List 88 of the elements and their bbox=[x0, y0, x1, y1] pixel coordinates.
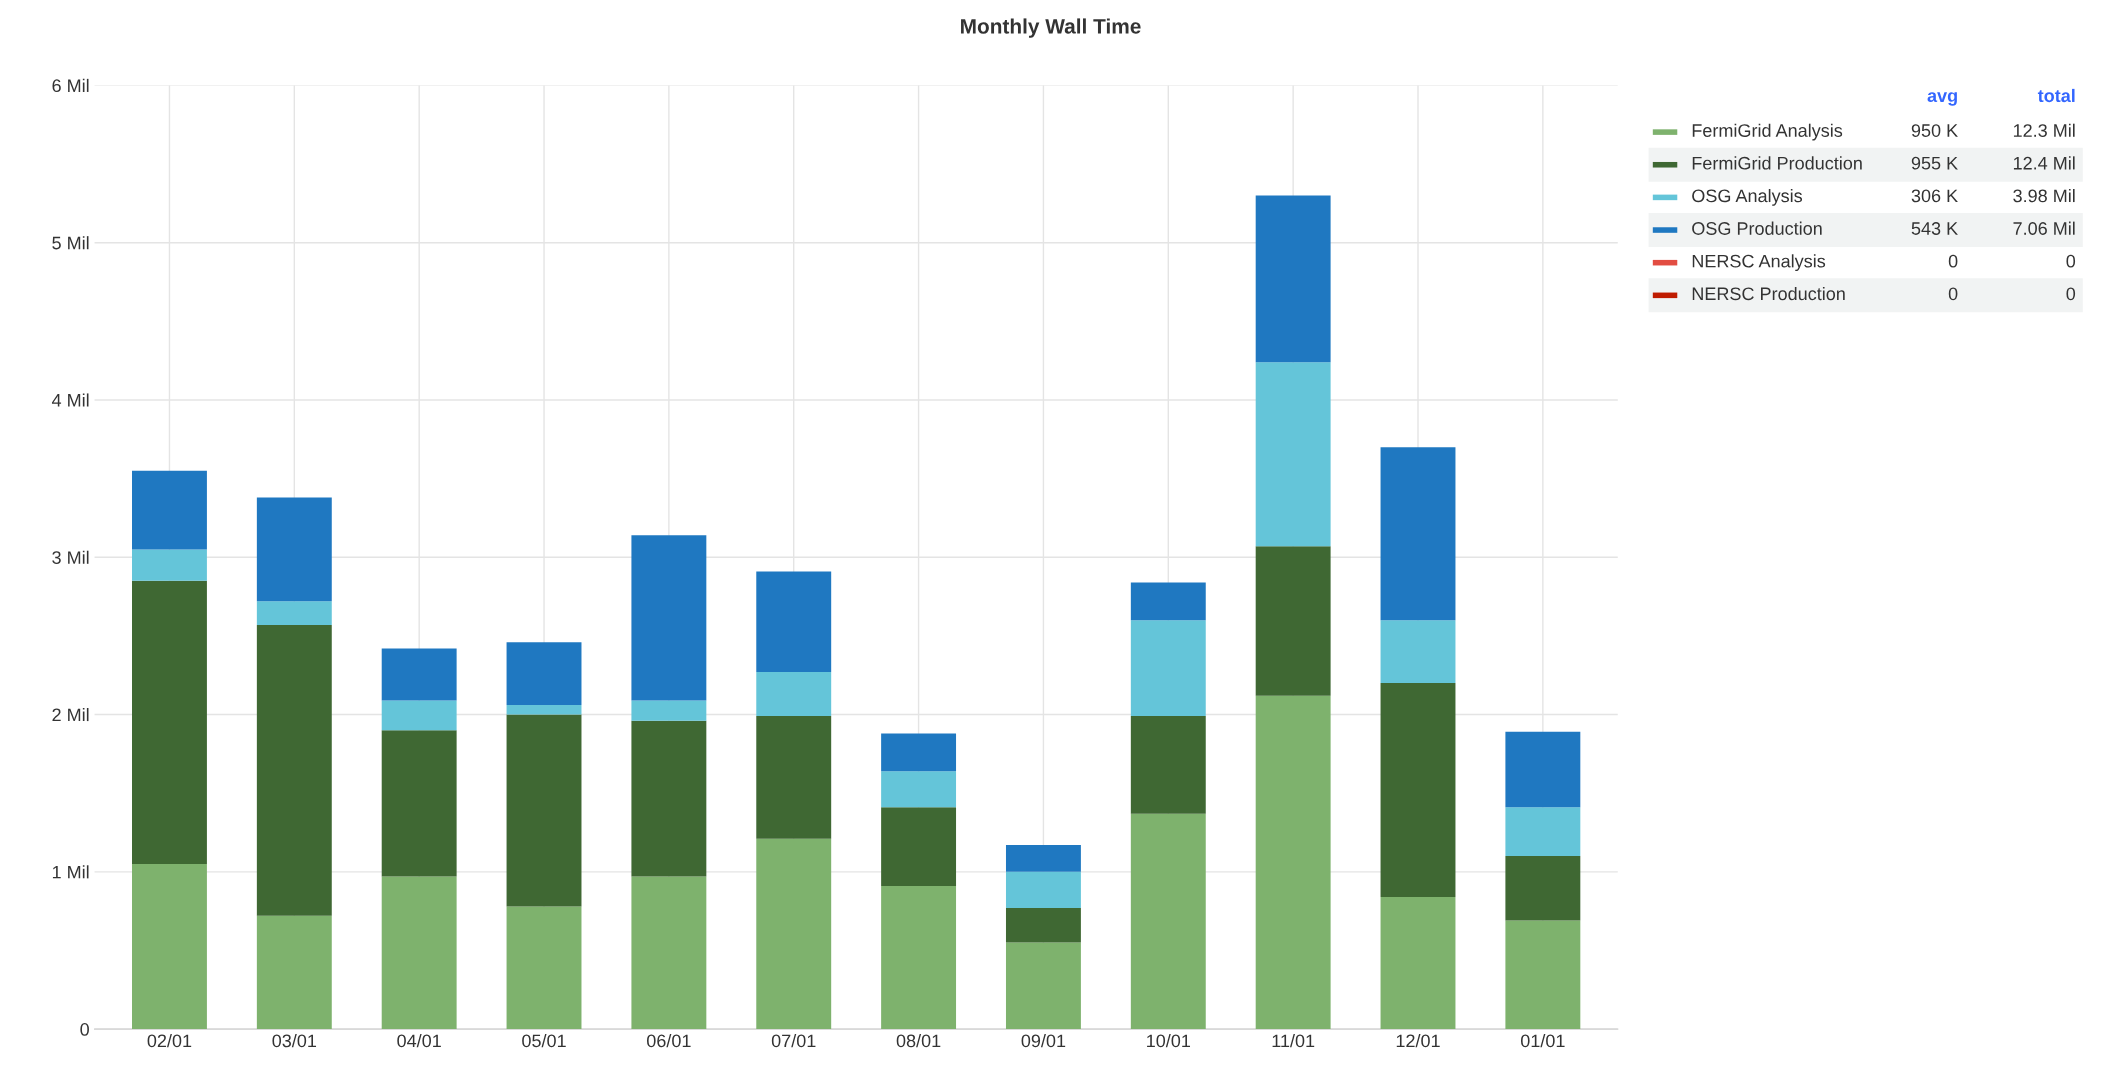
x-tick-label: 04/01 bbox=[397, 1033, 441, 1048]
bar bbox=[132, 863, 207, 1030]
x-tick-label: 11/01 bbox=[1272, 1033, 1315, 1048]
legend-label: NERSC Analysis bbox=[1692, 254, 1826, 272]
bar bbox=[1380, 620, 1456, 684]
bar bbox=[1255, 195, 1331, 363]
bar bbox=[1005, 942, 1081, 1030]
y-tick-label: 2 Mil bbox=[52, 708, 89, 722]
bar bbox=[756, 838, 832, 1030]
bar bbox=[1380, 896, 1456, 1030]
bar bbox=[1505, 807, 1581, 857]
text: 955 K bbox=[1911, 156, 1958, 170]
bar bbox=[631, 535, 707, 701]
bar bbox=[756, 571, 832, 673]
bar bbox=[1130, 716, 1206, 814]
y-tick-label: 5 Mil bbox=[52, 236, 89, 250]
y-tick-label: 3 Mil bbox=[52, 550, 89, 564]
bar bbox=[381, 730, 457, 877]
bar bbox=[132, 549, 207, 581]
bar bbox=[1005, 908, 1081, 943]
bar bbox=[881, 733, 957, 772]
text: 0 bbox=[1948, 254, 1958, 268]
bar bbox=[381, 648, 457, 701]
bar bbox=[1130, 813, 1206, 1030]
bar bbox=[756, 672, 832, 717]
x-tick-label: 06/01 bbox=[646, 1033, 691, 1048]
x-tick-label: 03/01 bbox=[272, 1033, 317, 1048]
bar bbox=[256, 624, 332, 916]
x-tick-label: 05/01 bbox=[522, 1033, 566, 1048]
text: 0 bbox=[2066, 287, 2076, 301]
text: 0 bbox=[2066, 254, 2076, 268]
x-tick-label: 01/01 bbox=[1520, 1033, 1565, 1048]
bar bbox=[381, 700, 457, 731]
bar bbox=[1505, 856, 1581, 921]
bar bbox=[256, 915, 332, 1030]
bar bbox=[1380, 447, 1456, 621]
y-tick-label: 6 Mil bbox=[52, 78, 89, 93]
bar bbox=[256, 601, 332, 625]
text: 12.4 Mil bbox=[2013, 156, 2075, 170]
y-tick-label: 1 Mil bbox=[52, 865, 89, 879]
legend-label: OSG Analysis bbox=[1692, 188, 1803, 206]
text: 7.06 Mil bbox=[2013, 221, 2075, 235]
bar bbox=[1505, 731, 1581, 808]
legend-label: FermiGrid Production bbox=[1692, 156, 1862, 170]
text: 12.3 Mil bbox=[2013, 123, 2075, 137]
text: 3.98 Mil bbox=[2013, 188, 2075, 203]
bar bbox=[1005, 845, 1081, 872]
x-tick-label: 09/01 bbox=[1021, 1033, 1066, 1048]
chart-title: Monthly Wall Time bbox=[961, 18, 1141, 38]
bar bbox=[381, 876, 457, 1030]
x-tick-label: 10/01 bbox=[1147, 1033, 1191, 1048]
bar bbox=[631, 876, 707, 1030]
text: 950 K bbox=[1911, 124, 1958, 137]
bar bbox=[1005, 871, 1081, 908]
bar bbox=[1130, 582, 1206, 621]
bar bbox=[1380, 683, 1456, 897]
bar bbox=[506, 714, 582, 907]
y-tick-label: 4 Mil bbox=[51, 393, 89, 407]
bar bbox=[1255, 695, 1331, 1030]
x-tick-label: 12/01 bbox=[1396, 1033, 1440, 1048]
bar bbox=[631, 720, 707, 877]
bar bbox=[881, 771, 957, 808]
bar bbox=[631, 700, 707, 721]
text: avg bbox=[1927, 92, 1957, 106]
legend-label: OSG Production bbox=[1692, 221, 1822, 235]
y-tick-label: 0 bbox=[80, 1023, 89, 1036]
bar bbox=[756, 716, 832, 839]
bar bbox=[1255, 362, 1331, 547]
legend-label: NERSC Production bbox=[1692, 286, 1845, 301]
x-tick-label: 02/01 bbox=[147, 1033, 192, 1048]
bar bbox=[1130, 620, 1206, 717]
bar bbox=[132, 580, 207, 864]
bar bbox=[256, 497, 332, 602]
text: total bbox=[2037, 88, 2075, 103]
text: 0 bbox=[1948, 287, 1958, 301]
x-tick-label: 08/01 bbox=[896, 1033, 941, 1048]
bar bbox=[1505, 920, 1581, 1030]
text: 543 K bbox=[1911, 222, 1958, 235]
bar bbox=[1255, 546, 1331, 696]
bar bbox=[132, 470, 207, 550]
bar bbox=[506, 705, 582, 715]
text: 306 K bbox=[1911, 189, 1958, 203]
bar bbox=[881, 885, 957, 1030]
bar bbox=[506, 906, 582, 1030]
legend-label: FermiGrid Analysis bbox=[1692, 123, 1843, 141]
x-tick-label: 07/01 bbox=[771, 1033, 816, 1048]
bar bbox=[506, 642, 582, 706]
bar bbox=[881, 807, 957, 886]
